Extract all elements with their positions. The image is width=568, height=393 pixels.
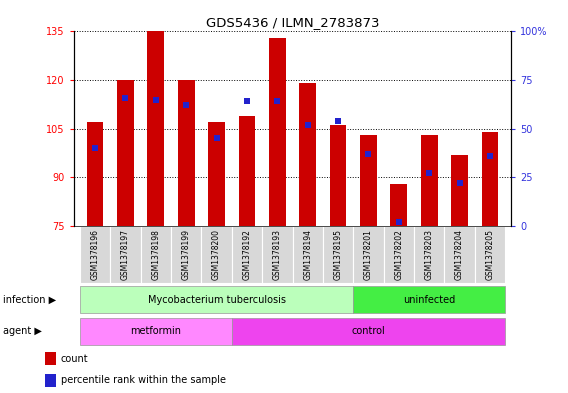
- Bar: [45, 374, 56, 387]
- Bar: [178, 80, 195, 226]
- Point: [394, 219, 403, 225]
- Text: infection ▶: infection ▶: [3, 295, 56, 305]
- Point: [90, 145, 99, 151]
- Bar: [330, 125, 346, 226]
- Point: [182, 102, 191, 108]
- Point: [364, 151, 373, 157]
- Text: GSM1378205: GSM1378205: [486, 229, 494, 280]
- Point: [212, 135, 221, 141]
- Text: GSM1378201: GSM1378201: [364, 229, 373, 280]
- Bar: [390, 184, 407, 226]
- Bar: [262, 226, 293, 283]
- Text: uninfected: uninfected: [403, 295, 456, 305]
- Text: GSM1378202: GSM1378202: [394, 229, 403, 280]
- Bar: [87, 122, 103, 226]
- Point: [333, 118, 343, 124]
- Point: [425, 170, 434, 176]
- Bar: [323, 226, 353, 283]
- Bar: [451, 155, 468, 226]
- Bar: [110, 226, 141, 283]
- Bar: [414, 226, 444, 283]
- Bar: [383, 226, 414, 283]
- Point: [151, 96, 160, 103]
- Bar: [444, 226, 475, 283]
- Title: GDS5436 / ILMN_2783873: GDS5436 / ILMN_2783873: [206, 16, 379, 29]
- Text: percentile rank within the sample: percentile rank within the sample: [61, 375, 226, 385]
- Bar: [421, 135, 437, 226]
- Bar: [232, 226, 262, 283]
- Text: GSM1378198: GSM1378198: [151, 229, 160, 280]
- Bar: [293, 226, 323, 283]
- Text: GSM1378199: GSM1378199: [182, 229, 191, 280]
- Text: GSM1378200: GSM1378200: [212, 229, 221, 280]
- Bar: [208, 122, 225, 226]
- Text: GSM1378196: GSM1378196: [91, 229, 99, 280]
- Bar: [239, 116, 255, 226]
- Bar: [202, 226, 232, 283]
- Text: GSM1378194: GSM1378194: [303, 229, 312, 280]
- Text: GSM1378192: GSM1378192: [243, 229, 252, 280]
- Bar: [148, 31, 164, 226]
- Bar: [269, 38, 286, 226]
- Text: metformin: metformin: [130, 326, 181, 336]
- Bar: [45, 352, 56, 365]
- Text: agent ▶: agent ▶: [3, 326, 41, 336]
- Text: GSM1378203: GSM1378203: [425, 229, 434, 280]
- Point: [121, 94, 130, 101]
- Text: GSM1378197: GSM1378197: [121, 229, 130, 280]
- Point: [273, 98, 282, 105]
- Text: count: count: [61, 354, 89, 364]
- Point: [303, 122, 312, 128]
- Text: GSM1378195: GSM1378195: [333, 229, 343, 280]
- Bar: [360, 135, 377, 226]
- Bar: [80, 226, 110, 283]
- Bar: [141, 226, 171, 283]
- Text: GSM1378204: GSM1378204: [455, 229, 464, 280]
- Text: control: control: [352, 326, 385, 336]
- Bar: [117, 80, 134, 226]
- Bar: [171, 226, 202, 283]
- Bar: [482, 132, 498, 226]
- Point: [486, 153, 495, 159]
- Bar: [475, 226, 505, 283]
- Text: Mycobacterium tuberculosis: Mycobacterium tuberculosis: [148, 295, 286, 305]
- Point: [455, 180, 464, 186]
- Bar: [299, 83, 316, 226]
- Bar: [353, 226, 383, 283]
- Text: GSM1378193: GSM1378193: [273, 229, 282, 280]
- Point: [243, 98, 252, 105]
